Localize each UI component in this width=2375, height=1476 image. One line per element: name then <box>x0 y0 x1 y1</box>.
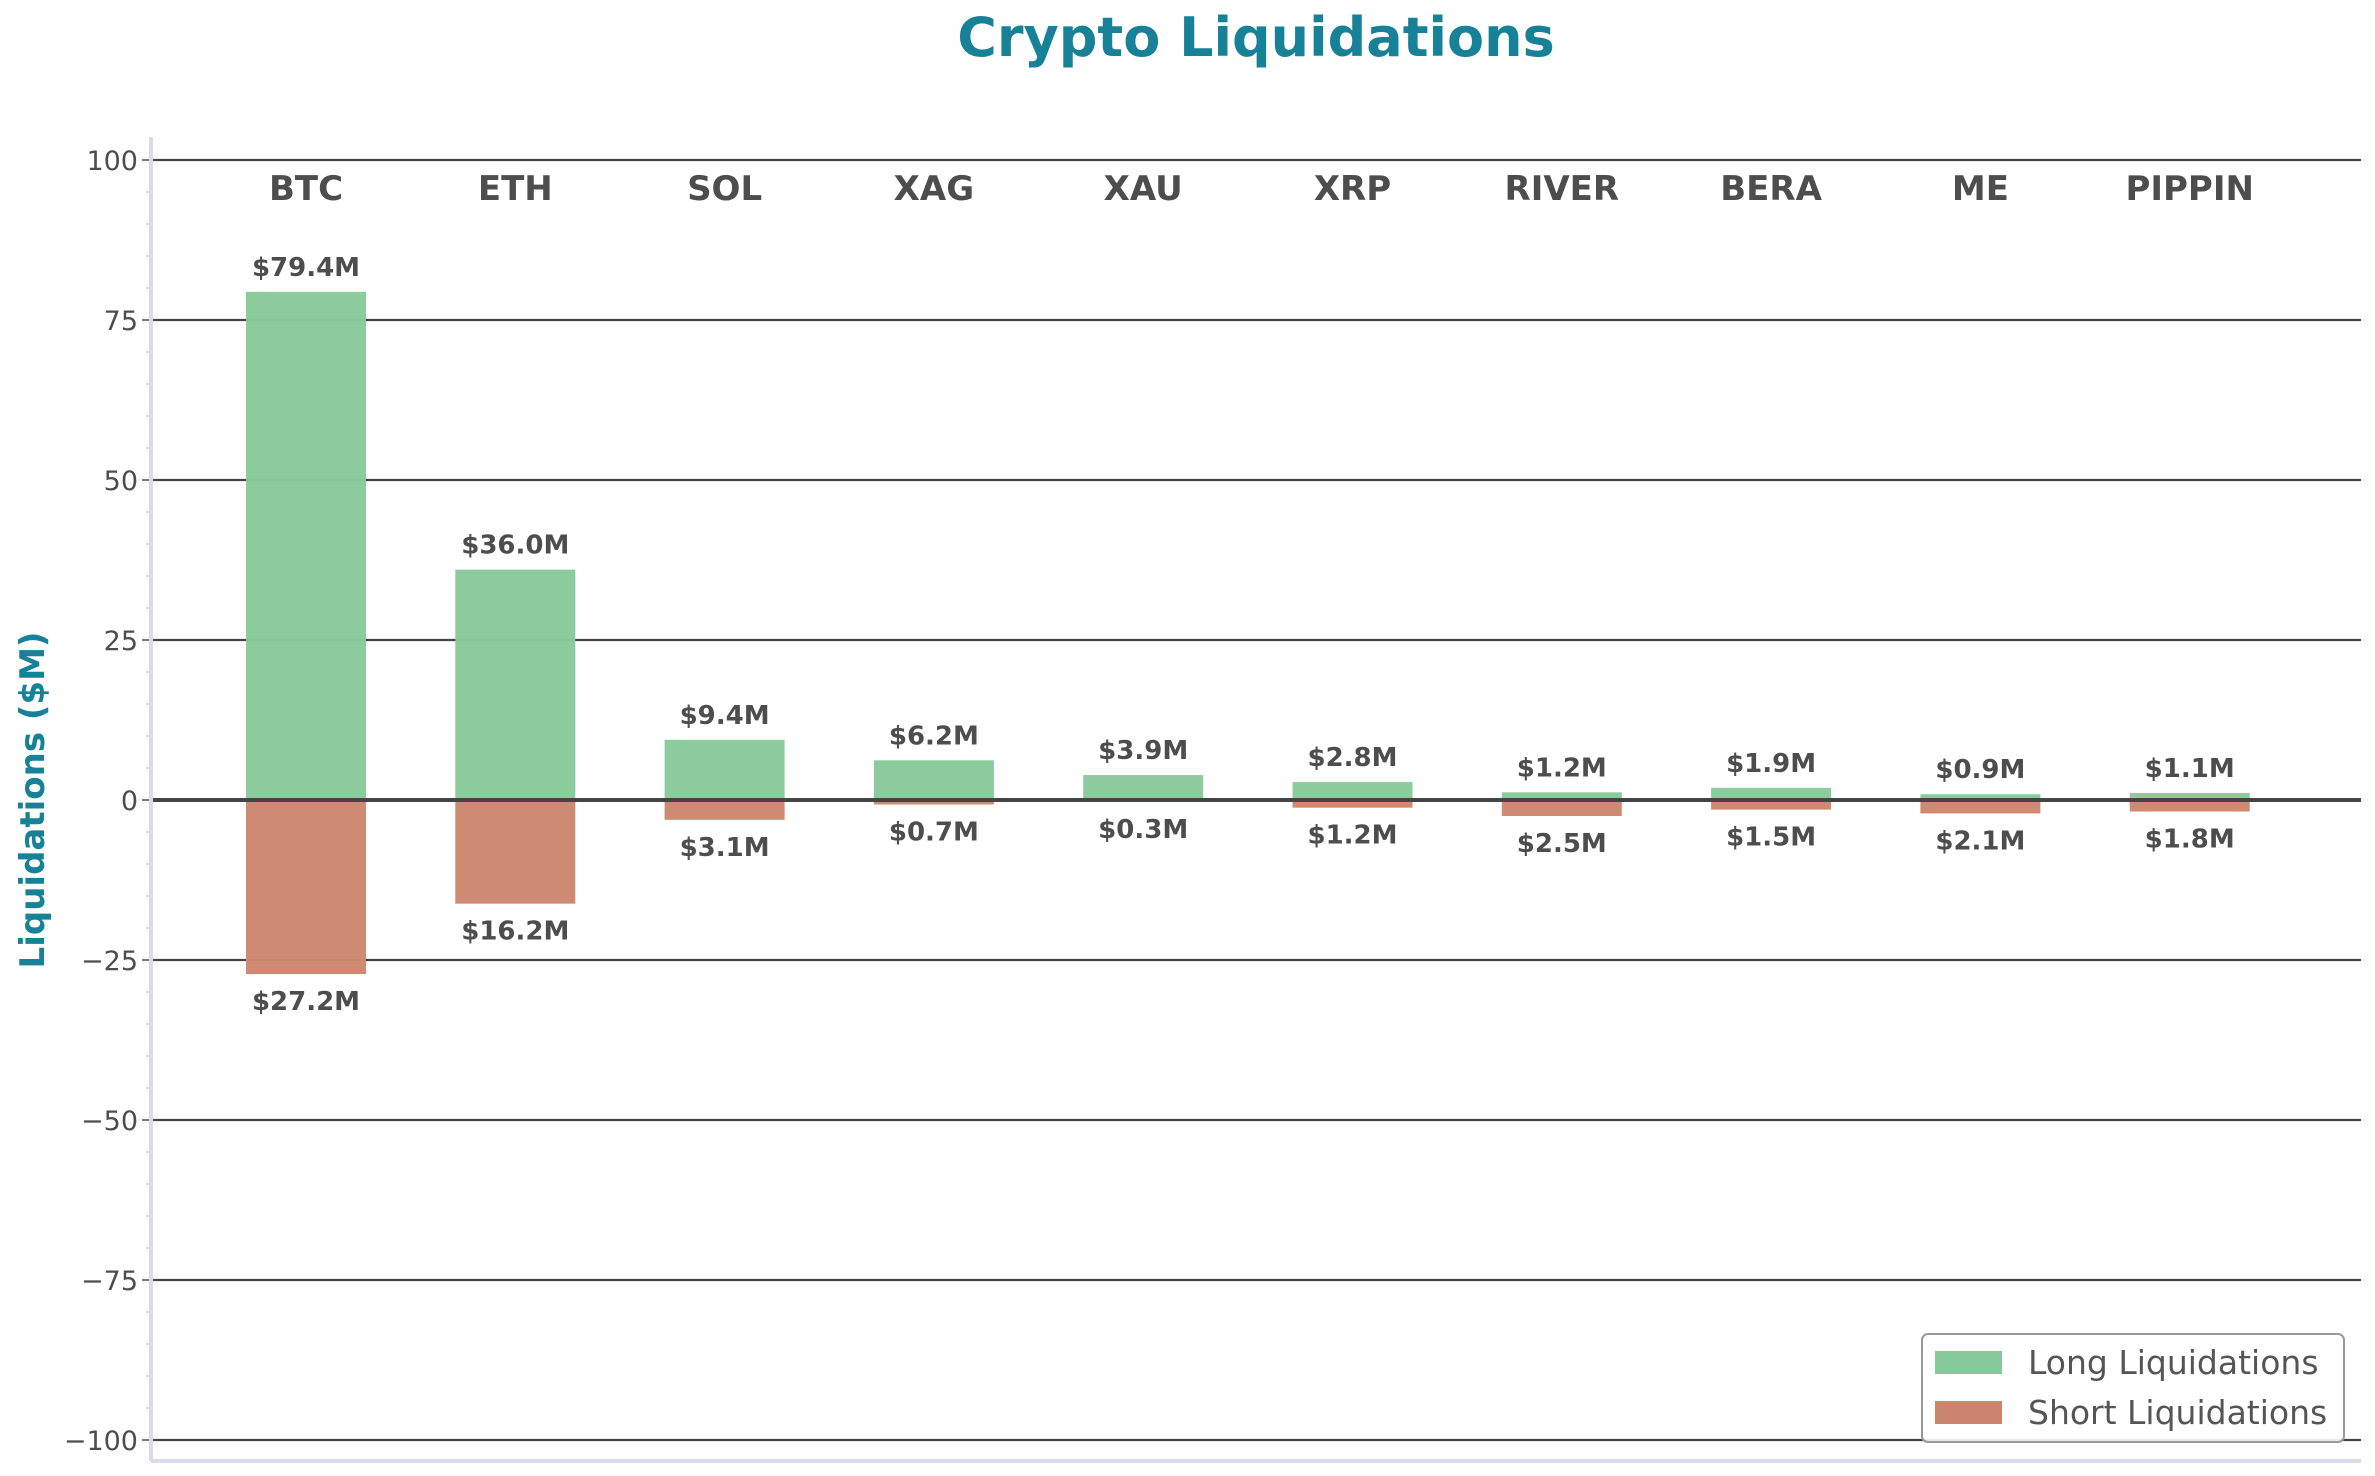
long-bar <box>1711 787 1832 800</box>
short-value-label: $2.1M <box>1935 826 2025 856</box>
short-bar <box>873 800 994 805</box>
y-axis-label: Liquidations ($M) <box>13 632 53 969</box>
legend: Long Liquidations Short Liquidations <box>1921 1333 2345 1443</box>
y-tick-label: −50 <box>81 1106 138 1137</box>
short-value-label: $1.2M <box>1307 821 1397 851</box>
long-value-label: $6.2M <box>889 721 979 751</box>
category-labels: BTC ETH SOL XAG XAU XRP RIVER BERA ME PIPPIN <box>269 169 2254 209</box>
short-bar <box>1501 800 1622 816</box>
category-label: XAU <box>1104 169 1183 209</box>
legend-box <box>1921 1333 2345 1443</box>
category-label: XAG <box>894 169 974 209</box>
long-bar <box>1920 794 2041 800</box>
legend-label-long: Long Liquidations <box>2028 1343 2319 1382</box>
long-bar <box>246 291 366 800</box>
y-tick-label: −75 <box>81 1266 138 1297</box>
category-label: BERA <box>1720 169 1822 209</box>
long-value-label: $79.4M <box>252 253 360 283</box>
category-label: ME <box>1952 169 2009 209</box>
short-bar <box>1292 800 1413 808</box>
long-bar <box>1501 792 1622 800</box>
short-value-label: $0.7M <box>889 817 979 847</box>
short-value-label: $2.5M <box>1517 829 1607 859</box>
long-value-label: $36.0M <box>461 531 569 561</box>
legend-swatch-long <box>1935 1351 2002 1374</box>
category-label: BTC <box>269 169 343 209</box>
long-bar <box>2129 792 2250 800</box>
short-bar <box>246 800 366 975</box>
short-value-label: $16.2M <box>461 917 569 947</box>
long-value-label: $9.4M <box>680 701 770 731</box>
category-label: XRP <box>1314 169 1391 209</box>
short-value-label: $1.8M <box>2145 825 2235 855</box>
short-bar <box>2129 800 2250 812</box>
chart-title: Crypto Liquidations <box>957 6 1554 69</box>
y-axis-ticks: 100 75 50 25 0 −25 −50 −75 −100 <box>64 146 151 1457</box>
short-bar <box>455 800 576 904</box>
short-bar <box>664 800 785 820</box>
short-value-label: $3.1M <box>680 833 770 863</box>
long-value-label: $0.9M <box>1935 755 2025 785</box>
legend-swatch-short <box>1935 1401 2002 1424</box>
short-value-label: $0.3M <box>1098 815 1188 845</box>
legend-label-short: Short Liquidations <box>2028 1393 2327 1432</box>
short-value-label: $27.2M <box>252 987 360 1017</box>
y-tick-label: 0 <box>121 786 138 817</box>
long-bar <box>1083 775 1204 800</box>
bars <box>151 291 2361 975</box>
long-value-label: $1.9M <box>1726 749 1816 779</box>
y-tick-label: 75 <box>104 306 138 337</box>
long-value-label: $2.8M <box>1307 743 1397 773</box>
long-bar <box>455 569 576 800</box>
value-labels: $79.4M $27.2M $36.0M $16.2M $9.4M $3.1M $6.2M $… <box>252 253 2235 1017</box>
category-label: ETH <box>478 169 553 209</box>
y-tick-label: 25 <box>104 626 138 657</box>
long-bar <box>664 739 785 800</box>
category-label: PIPPIN <box>2125 169 2254 209</box>
short-value-label: $1.5M <box>1726 823 1816 853</box>
short-bar <box>1920 800 2041 814</box>
category-label: SOL <box>687 169 762 209</box>
y-tick-label: 100 <box>86 146 138 177</box>
long-bar <box>873 760 994 800</box>
category-label: RIVER <box>1505 169 1620 209</box>
long-value-label: $1.1M <box>2145 754 2235 784</box>
long-value-label: $3.9M <box>1098 736 1188 766</box>
y-tick-label: 50 <box>104 466 138 497</box>
y-tick-label: −100 <box>64 1426 138 1457</box>
y-tick-label: −25 <box>81 946 138 977</box>
short-bar <box>1711 800 1832 810</box>
long-bar <box>1292 782 1413 800</box>
long-value-label: $1.2M <box>1517 753 1607 783</box>
